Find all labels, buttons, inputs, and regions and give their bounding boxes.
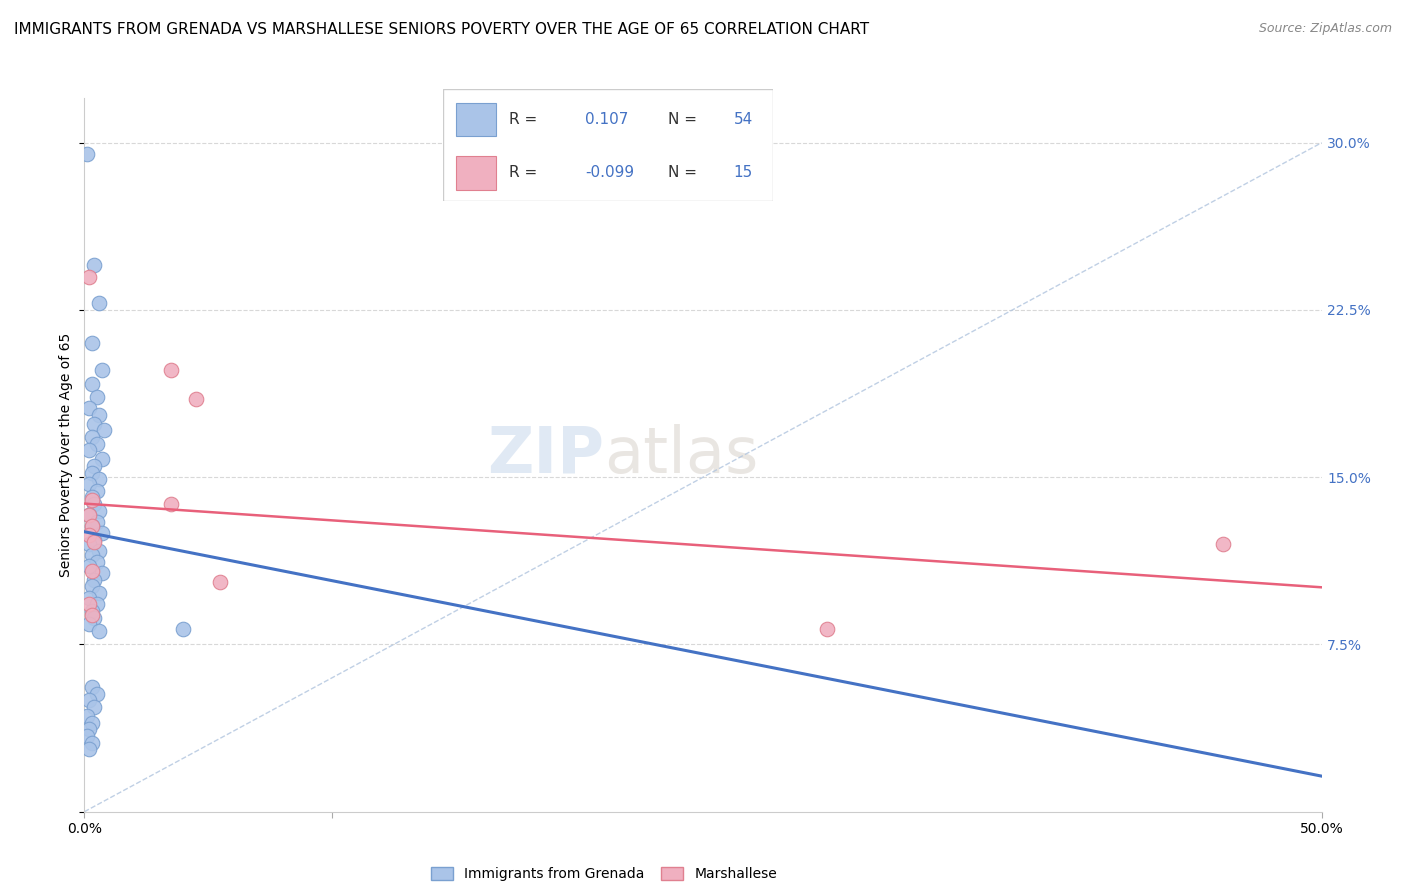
Point bbox=[79, 742, 101, 756]
Point bbox=[79, 723, 101, 737]
Point bbox=[83, 533, 105, 547]
Text: -0.099: -0.099 bbox=[585, 165, 634, 180]
Point bbox=[90, 526, 112, 541]
Point bbox=[83, 573, 105, 587]
Point bbox=[80, 715, 103, 730]
Point bbox=[86, 390, 108, 404]
Point bbox=[80, 604, 103, 618]
Y-axis label: Seniors Poverty Over the Age of 65: Seniors Poverty Over the Age of 65 bbox=[59, 333, 73, 577]
Point bbox=[86, 598, 108, 612]
Point bbox=[80, 608, 103, 623]
Point bbox=[90, 452, 112, 467]
Point bbox=[89, 473, 111, 487]
Text: IMMIGRANTS FROM GRENADA VS MARSHALLESE SENIORS POVERTY OVER THE AGE OF 65 CORREL: IMMIGRANTS FROM GRENADA VS MARSHALLESE S… bbox=[14, 22, 869, 37]
Point bbox=[80, 336, 103, 351]
Text: Source: ZipAtlas.com: Source: ZipAtlas.com bbox=[1258, 22, 1392, 36]
Point bbox=[79, 693, 101, 707]
FancyBboxPatch shape bbox=[456, 103, 496, 136]
Point bbox=[79, 401, 101, 416]
Point bbox=[184, 392, 207, 407]
Point bbox=[90, 566, 112, 581]
Point bbox=[93, 424, 115, 438]
Point bbox=[83, 699, 105, 714]
Point bbox=[89, 543, 111, 558]
Point bbox=[83, 534, 105, 549]
Point bbox=[86, 483, 108, 498]
Point bbox=[80, 491, 103, 505]
Text: 0.107: 0.107 bbox=[585, 112, 628, 127]
Point bbox=[86, 436, 108, 450]
Text: ZIP: ZIP bbox=[486, 424, 605, 486]
Point bbox=[1212, 537, 1234, 551]
Point bbox=[79, 617, 101, 632]
Point bbox=[80, 580, 103, 594]
Legend: Immigrants from Grenada, Marshallese: Immigrants from Grenada, Marshallese bbox=[425, 862, 783, 887]
FancyBboxPatch shape bbox=[443, 89, 773, 201]
Text: N =: N = bbox=[668, 165, 702, 180]
Point bbox=[160, 497, 183, 511]
Point bbox=[209, 574, 232, 589]
Point bbox=[83, 611, 105, 625]
Point bbox=[80, 519, 103, 533]
Point bbox=[79, 591, 101, 605]
Point bbox=[79, 528, 101, 542]
Point bbox=[79, 476, 101, 491]
Text: N =: N = bbox=[668, 112, 702, 127]
Point bbox=[76, 147, 98, 161]
Point bbox=[79, 598, 101, 612]
Point bbox=[80, 492, 103, 507]
Point bbox=[83, 459, 105, 474]
Point bbox=[89, 408, 111, 422]
Text: 15: 15 bbox=[734, 165, 752, 180]
Point bbox=[90, 363, 112, 377]
Point bbox=[83, 259, 105, 273]
Text: R =: R = bbox=[509, 165, 543, 180]
Point bbox=[172, 622, 194, 636]
Point bbox=[80, 564, 103, 578]
Point bbox=[86, 515, 108, 529]
Point bbox=[80, 430, 103, 444]
Point bbox=[80, 680, 103, 694]
Point bbox=[76, 708, 98, 723]
Point bbox=[83, 417, 105, 431]
Point bbox=[79, 508, 101, 523]
Point bbox=[89, 586, 111, 600]
Point bbox=[79, 559, 101, 574]
Point bbox=[89, 624, 111, 639]
Point bbox=[160, 363, 183, 377]
Point bbox=[80, 519, 103, 533]
Text: 54: 54 bbox=[734, 112, 752, 127]
Point bbox=[86, 555, 108, 569]
Point bbox=[79, 537, 101, 551]
Point bbox=[815, 622, 838, 636]
Point bbox=[80, 548, 103, 563]
Text: R =: R = bbox=[509, 112, 543, 127]
Point bbox=[79, 269, 101, 284]
Point bbox=[80, 735, 103, 749]
Point bbox=[86, 687, 108, 701]
Text: atlas: atlas bbox=[605, 424, 758, 486]
Point bbox=[80, 376, 103, 391]
Point bbox=[79, 443, 101, 458]
Point bbox=[89, 503, 111, 517]
Point bbox=[79, 508, 101, 523]
FancyBboxPatch shape bbox=[456, 156, 496, 189]
Point bbox=[89, 296, 111, 310]
Point bbox=[76, 729, 98, 743]
Point bbox=[80, 466, 103, 480]
Point bbox=[83, 497, 105, 511]
